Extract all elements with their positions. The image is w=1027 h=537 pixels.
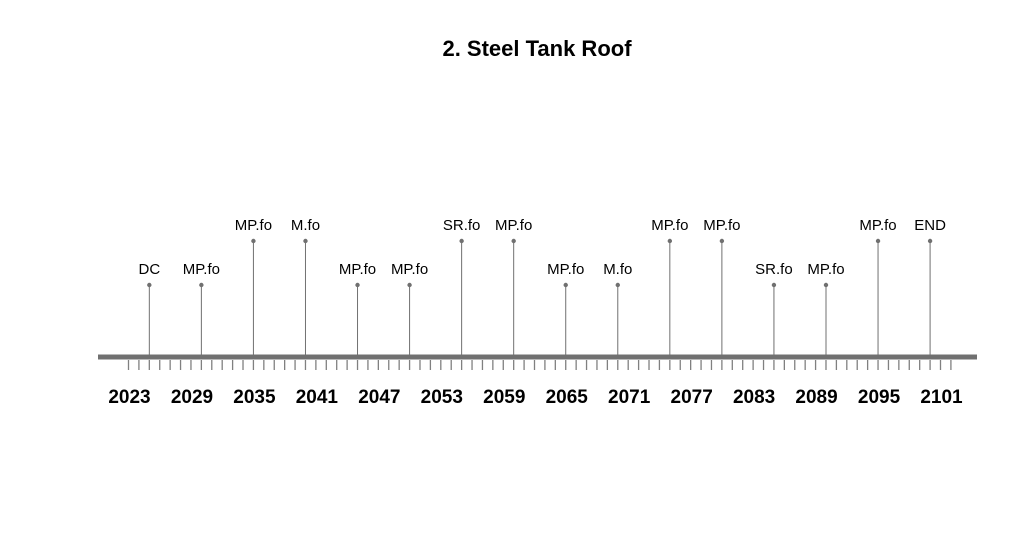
event-label: DC xyxy=(138,261,160,278)
tick-label: 2059 xyxy=(483,387,525,408)
event-marker xyxy=(823,282,829,288)
chart-title: 2. Steel Tank Roof xyxy=(442,36,632,61)
event-label: SR.fo xyxy=(443,217,481,234)
event-marker xyxy=(199,282,204,288)
event-marker xyxy=(875,238,881,244)
event-marker xyxy=(459,238,464,244)
event-marker xyxy=(303,238,308,244)
tick-label: 2101 xyxy=(920,387,963,408)
event-marker xyxy=(147,282,152,288)
tick-label: 2035 xyxy=(233,387,276,408)
event-label: MP.fo xyxy=(339,261,376,278)
tick-label: 2041 xyxy=(296,387,339,408)
timeline-axis xyxy=(98,354,977,360)
event-label: MP.fo xyxy=(391,261,428,278)
event-label: MP.fo xyxy=(547,261,584,278)
event-marker xyxy=(615,282,620,288)
event-label: MP.fo xyxy=(183,261,220,278)
event-marker xyxy=(407,282,412,288)
event-marker xyxy=(563,282,568,288)
tick-label: 2053 xyxy=(421,387,463,408)
tick-label: 2023 xyxy=(108,387,150,408)
event-label: MP.fo xyxy=(703,217,740,234)
event-marker xyxy=(719,238,725,244)
event-marker xyxy=(927,238,933,244)
tick-label: 2071 xyxy=(608,387,651,408)
tick-label: 2047 xyxy=(358,387,400,408)
event-marker xyxy=(251,238,256,244)
event-labels: DC MP.fo MP.fo M.fo MP.fo MP.fo SR.fo MP.fo MP.f… xyxy=(138,217,946,278)
event-label: MP.fo xyxy=(859,217,896,234)
tick-label: 2089 xyxy=(795,387,837,408)
event-label: M.fo xyxy=(291,217,320,234)
event-stems xyxy=(147,238,933,357)
event-label: MP.fo xyxy=(235,217,272,234)
event-label: END xyxy=(914,217,946,234)
tick-label: 2029 xyxy=(171,387,213,408)
event-label: MP.fo xyxy=(651,217,688,234)
tick-label: 2065 xyxy=(546,387,589,408)
event-marker xyxy=(771,282,777,288)
tick-label: 2077 xyxy=(671,387,713,408)
minor-ticks xyxy=(127,360,952,370)
event-label: MP.fo xyxy=(807,261,844,278)
event-label: SR.fo xyxy=(755,261,793,278)
tick-label: 2095 xyxy=(858,387,901,408)
event-label: MP.fo xyxy=(495,217,532,234)
tick-label: 2083 xyxy=(733,387,775,408)
tick-labels: 2023 2029 2035 2041 2047 2053 2059 2065 2071 2077… xyxy=(108,387,963,408)
event-marker xyxy=(355,282,360,288)
event-marker xyxy=(667,238,673,244)
event-label: M.fo xyxy=(603,261,632,278)
event-marker xyxy=(511,238,516,244)
